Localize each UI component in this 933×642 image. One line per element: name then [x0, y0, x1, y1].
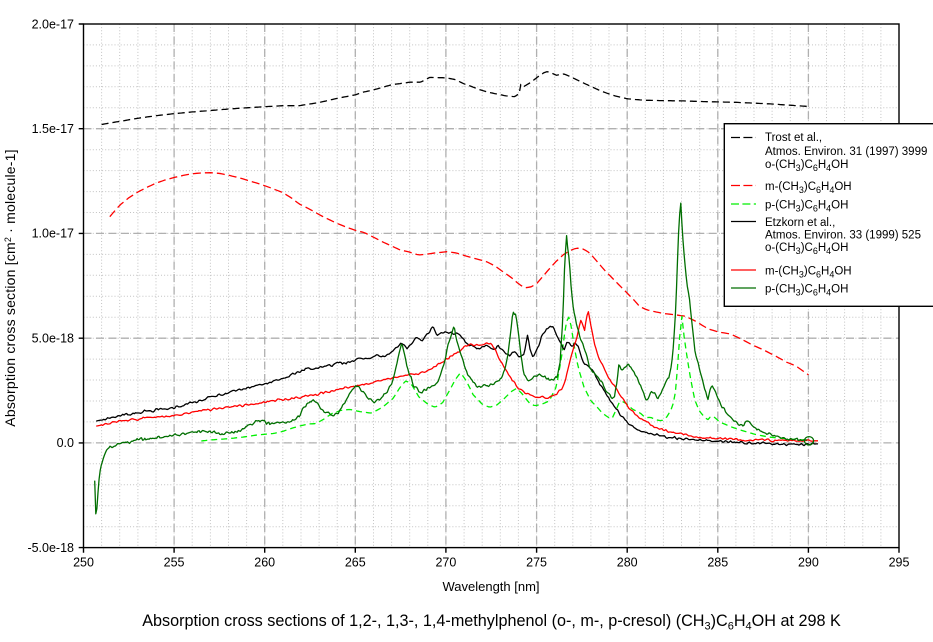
- svg-text:Wavelength [nm]: Wavelength [nm]: [442, 579, 539, 594]
- svg-text:275: 275: [526, 556, 547, 570]
- svg-text:o-(CH3)C6H4OH: o-(CH3)C6H4OH: [765, 159, 848, 173]
- svg-text:5.0e-18: 5.0e-18: [32, 332, 74, 346]
- svg-text:0.0: 0.0: [57, 436, 74, 450]
- svg-text:o-(CH3)C6H4OH: o-(CH3)C6H4OH: [765, 242, 848, 256]
- svg-text:-5.0e-18: -5.0e-18: [27, 541, 74, 555]
- svg-text:Absorption cross section [cm2: Absorption cross section [cm2 · molecule…: [2, 149, 18, 426]
- svg-text:2.0e-17: 2.0e-17: [32, 17, 74, 31]
- svg-text:270: 270: [435, 556, 456, 570]
- svg-text:295: 295: [889, 556, 910, 570]
- svg-text:Atmos. Environ. 31 (1997) 3999: Atmos. Environ. 31 (1997) 3999: [765, 146, 927, 158]
- svg-text:Etzkorn et al.,: Etzkorn et al.,: [765, 217, 835, 229]
- svg-text:Absorption cross sections of 1: Absorption cross sections of 1,2-, 1,3-,…: [142, 612, 841, 633]
- svg-text:1.0e-17: 1.0e-17: [32, 227, 74, 241]
- svg-text:255: 255: [164, 556, 185, 570]
- svg-text:1.5e-17: 1.5e-17: [32, 122, 74, 136]
- svg-text:280: 280: [617, 556, 638, 570]
- svg-text:p-(CH3)C6H4OH: p-(CH3)C6H4OH: [765, 284, 848, 298]
- svg-text:265: 265: [345, 556, 366, 570]
- svg-text:Trost et al.,: Trost et al.,: [765, 132, 822, 144]
- svg-text:285: 285: [707, 556, 728, 570]
- svg-text:m-(CH3)C6H4OH: m-(CH3)C6H4OH: [765, 181, 852, 195]
- svg-text:250: 250: [73, 556, 94, 570]
- svg-text:p-(CH3)C6H4OH: p-(CH3)C6H4OH: [765, 200, 848, 214]
- svg-text:260: 260: [254, 556, 275, 570]
- svg-text:m-(CH3)C6H4OH: m-(CH3)C6H4OH: [765, 266, 852, 280]
- svg-text:290: 290: [798, 556, 819, 570]
- svg-text:Atmos. Environ. 33 (1999) 525: Atmos. Environ. 33 (1999) 525: [765, 230, 921, 242]
